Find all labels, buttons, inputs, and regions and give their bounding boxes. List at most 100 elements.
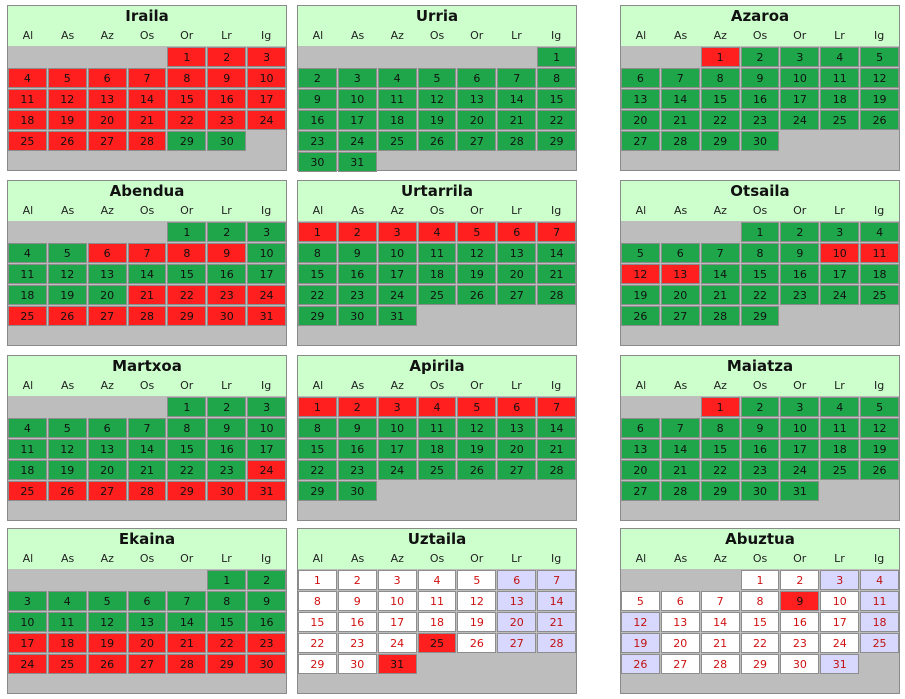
- day-cell[interactable]: 2: [207, 222, 247, 242]
- day-cell[interactable]: 26: [457, 460, 497, 480]
- day-cell[interactable]: 20: [127, 633, 167, 653]
- day-cell[interactable]: 3: [8, 591, 47, 611]
- day-cell[interactable]: 22: [740, 633, 780, 653]
- day-cell[interactable]: 4: [820, 47, 860, 67]
- day-cell[interactable]: 29: [207, 654, 247, 674]
- day-cell[interactable]: 27: [87, 131, 127, 151]
- day-cell[interactable]: 6: [497, 222, 537, 242]
- day-cell[interactable]: 19: [457, 264, 497, 284]
- day-cell[interactable]: 8: [537, 68, 576, 88]
- day-cell[interactable]: 27: [497, 285, 537, 305]
- day-cell[interactable]: 22: [298, 285, 337, 305]
- day-cell[interactable]: 10: [247, 243, 286, 263]
- day-cell[interactable]: 28: [127, 131, 167, 151]
- day-cell[interactable]: 9: [780, 591, 820, 611]
- day-cell[interactable]: 4: [860, 570, 899, 590]
- day-cell[interactable]: 7: [127, 418, 167, 438]
- day-cell[interactable]: 23: [337, 285, 377, 305]
- day-cell[interactable]: 5: [47, 243, 87, 263]
- day-cell[interactable]: 17: [247, 89, 286, 109]
- day-cell[interactable]: 9: [207, 243, 247, 263]
- day-cell[interactable]: 9: [207, 418, 247, 438]
- day-cell[interactable]: 7: [127, 68, 167, 88]
- day-cell[interactable]: 13: [660, 264, 700, 284]
- day-cell[interactable]: 16: [740, 439, 780, 459]
- day-cell[interactable]: 7: [537, 570, 576, 590]
- day-cell[interactable]: 26: [47, 306, 87, 326]
- day-cell[interactable]: 27: [87, 306, 127, 326]
- day-cell[interactable]: 11: [820, 418, 860, 438]
- day-cell[interactable]: 1: [167, 397, 207, 417]
- day-cell[interactable]: 25: [820, 460, 860, 480]
- day-cell[interactable]: 9: [780, 243, 820, 263]
- day-cell[interactable]: 4: [860, 222, 899, 242]
- day-cell[interactable]: 16: [337, 612, 377, 632]
- day-cell[interactable]: 20: [621, 110, 660, 130]
- day-cell[interactable]: 3: [377, 570, 417, 590]
- day-cell[interactable]: 19: [417, 110, 457, 130]
- day-cell[interactable]: 1: [740, 222, 780, 242]
- day-cell[interactable]: 3: [337, 68, 377, 88]
- day-cell[interactable]: 25: [417, 633, 457, 653]
- day-cell[interactable]: 16: [337, 264, 377, 284]
- day-cell[interactable]: 1: [298, 570, 337, 590]
- day-cell[interactable]: 22: [700, 110, 740, 130]
- day-cell[interactable]: 11: [8, 264, 47, 284]
- day-cell[interactable]: 17: [337, 110, 377, 130]
- day-cell[interactable]: 31: [377, 306, 417, 326]
- day-cell[interactable]: 16: [740, 89, 780, 109]
- day-cell[interactable]: 5: [860, 47, 899, 67]
- day-cell[interactable]: 13: [87, 89, 127, 109]
- day-cell[interactable]: 9: [337, 243, 377, 263]
- day-cell[interactable]: 27: [621, 131, 660, 151]
- day-cell[interactable]: 27: [660, 306, 700, 326]
- day-cell[interactable]: 12: [417, 89, 457, 109]
- day-cell[interactable]: 24: [337, 131, 377, 151]
- day-cell[interactable]: 6: [127, 591, 167, 611]
- day-cell[interactable]: 25: [860, 285, 899, 305]
- day-cell[interactable]: 30: [247, 654, 286, 674]
- day-cell[interactable]: 4: [820, 397, 860, 417]
- day-cell[interactable]: 21: [497, 110, 537, 130]
- day-cell[interactable]: 20: [497, 264, 537, 284]
- day-cell[interactable]: 29: [298, 306, 337, 326]
- day-cell[interactable]: 7: [660, 68, 700, 88]
- day-cell[interactable]: 8: [740, 591, 780, 611]
- day-cell[interactable]: 22: [700, 460, 740, 480]
- day-cell[interactable]: 23: [298, 131, 337, 151]
- day-cell[interactable]: 13: [497, 243, 537, 263]
- day-cell[interactable]: 16: [207, 439, 247, 459]
- day-cell[interactable]: 10: [780, 68, 820, 88]
- day-cell[interactable]: 4: [8, 418, 47, 438]
- day-cell[interactable]: 25: [417, 285, 457, 305]
- day-cell[interactable]: 29: [740, 306, 780, 326]
- day-cell[interactable]: 22: [167, 460, 207, 480]
- day-cell[interactable]: 29: [167, 131, 207, 151]
- day-cell[interactable]: 6: [660, 243, 700, 263]
- day-cell[interactable]: 2: [207, 397, 247, 417]
- day-cell[interactable]: 17: [8, 633, 47, 653]
- day-cell[interactable]: 22: [167, 110, 207, 130]
- day-cell[interactable]: 30: [337, 306, 377, 326]
- day-cell[interactable]: 15: [167, 89, 207, 109]
- day-cell[interactable]: 28: [700, 306, 740, 326]
- day-cell[interactable]: 18: [417, 439, 457, 459]
- day-cell[interactable]: 8: [298, 591, 337, 611]
- day-cell[interactable]: 24: [247, 460, 286, 480]
- day-cell[interactable]: 12: [87, 612, 127, 632]
- day-cell[interactable]: 19: [457, 612, 497, 632]
- day-cell[interactable]: 4: [8, 68, 47, 88]
- day-cell[interactable]: 14: [127, 264, 167, 284]
- day-cell[interactable]: 12: [860, 418, 899, 438]
- day-cell[interactable]: 8: [167, 243, 207, 263]
- day-cell[interactable]: 24: [8, 654, 47, 674]
- day-cell[interactable]: 30: [207, 306, 247, 326]
- day-cell[interactable]: 17: [820, 612, 860, 632]
- day-cell[interactable]: 14: [700, 612, 740, 632]
- day-cell[interactable]: 20: [457, 110, 497, 130]
- day-cell[interactable]: 5: [860, 397, 899, 417]
- day-cell[interactable]: 28: [167, 654, 207, 674]
- day-cell[interactable]: 23: [247, 633, 286, 653]
- day-cell[interactable]: 21: [127, 110, 167, 130]
- day-cell[interactable]: 10: [377, 418, 417, 438]
